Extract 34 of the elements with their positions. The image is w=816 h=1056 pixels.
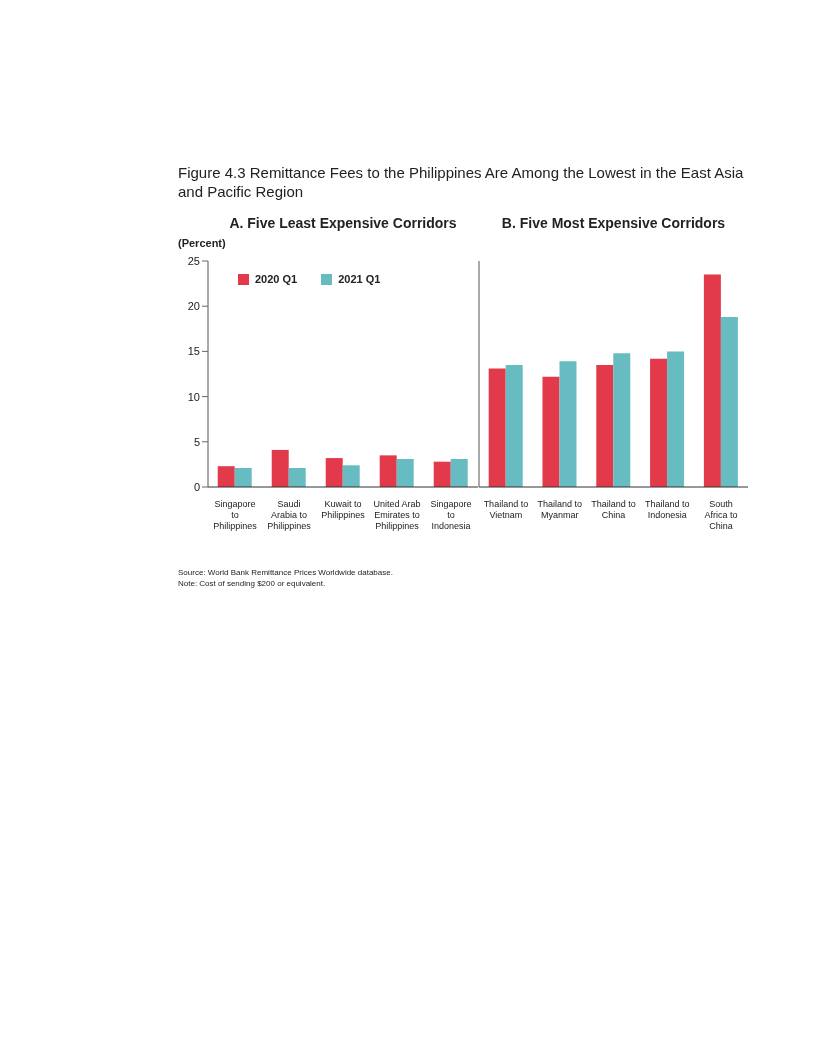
x-tick-label: Thailand to Indonesia xyxy=(645,499,690,520)
y-tick-label: 5 xyxy=(193,435,200,448)
chart-title: Figure 4.3 Remittance Fees to the Philippines Are Among the Lowest in the East Asia and Pacific Region xyxy=(178,163,745,201)
bar xyxy=(542,376,560,487)
bar xyxy=(505,364,523,487)
source-note: Source: World Bank Remittance Prices Worldwide database. xyxy=(178,567,394,578)
legend-label: 2020 Q1 xyxy=(255,273,298,285)
y-tick-label: 0 xyxy=(193,480,200,493)
x-tick-label: South Africa to China xyxy=(704,499,738,531)
y-tick-label: 20 xyxy=(187,300,200,313)
chart-subtitle: A. Five Least Expensive Corridors xyxy=(228,215,458,233)
x-tick-label: Singapore to Philippines xyxy=(213,499,258,531)
y-axis-title: (Percent) xyxy=(178,237,226,249)
x-tick-label: United Arab Emirates to Philippines xyxy=(373,499,421,531)
bar xyxy=(703,274,721,487)
legend-label: 2021 Q1 xyxy=(338,273,381,285)
y-tick-label: 25 xyxy=(187,254,200,267)
x-tick-label: Singapore to Indonesia xyxy=(430,499,472,531)
bar xyxy=(488,368,506,487)
bar xyxy=(613,353,631,487)
y-tick-label: 15 xyxy=(187,345,200,358)
x-tick-label: Saudi Arabia to Philippines xyxy=(267,499,312,531)
x-tick-label: Thailand to Myanmar xyxy=(537,499,582,520)
x-tick-label: Thailand to China xyxy=(591,499,636,520)
chart-subtitle: B. Five Most Expensive Corridors xyxy=(500,215,727,233)
text: Note: Cost of sending $200 or equivalent. xyxy=(178,578,327,589)
y-tick-label: 10 xyxy=(187,390,200,403)
bar xyxy=(596,364,614,487)
bar xyxy=(720,317,738,487)
bar xyxy=(667,351,685,487)
bar xyxy=(559,361,577,487)
bar xyxy=(650,358,668,487)
x-tick-label: Kuwait to Philippines xyxy=(321,499,366,520)
x-tick-label: Thailand to Vietnam xyxy=(483,499,529,520)
